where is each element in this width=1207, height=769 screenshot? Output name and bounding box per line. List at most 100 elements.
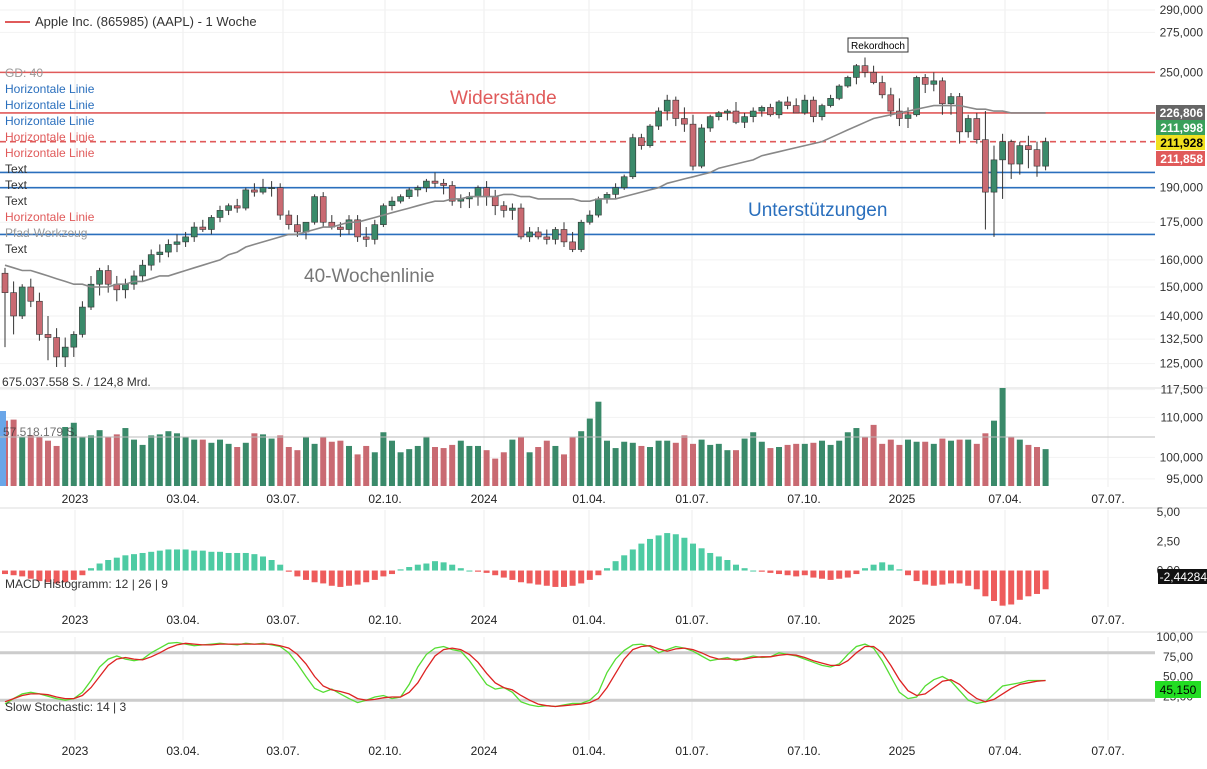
- macd-bar: [939, 570, 946, 585]
- macd-bar: [337, 570, 344, 587]
- macd-bar: [182, 549, 189, 571]
- macd-bar: [698, 548, 705, 571]
- candle-body: [500, 205, 508, 211]
- macd-bar: [862, 568, 868, 571]
- volume-bar: [423, 436, 430, 486]
- volume-bar: [586, 418, 593, 486]
- candle-body: [199, 226, 207, 230]
- volume-bar: [758, 441, 765, 486]
- macd-bar: [122, 555, 129, 571]
- candle-body: [560, 229, 568, 243]
- macd-bar: [870, 564, 877, 571]
- volume-bar: [672, 442, 679, 486]
- drawing-tool-label: Horizontale Linie: [5, 98, 95, 112]
- macd-bar: [844, 570, 851, 578]
- x-tick-label: 2023: [62, 492, 89, 506]
- volume-bar: [225, 443, 232, 486]
- macd-bar: [165, 549, 172, 571]
- volume-bar: [870, 424, 877, 486]
- x-tick-label: 03.07.: [266, 744, 299, 758]
- volume-bar: [819, 440, 825, 486]
- volume-bar: [948, 440, 954, 486]
- macd-bar: [406, 567, 413, 571]
- volume-bar: [698, 439, 705, 486]
- candle-body: [1025, 145, 1032, 150]
- candle-body: [405, 189, 413, 197]
- candle-body: [904, 114, 912, 119]
- macd-bar: [767, 570, 774, 573]
- macd-bar: [612, 561, 619, 571]
- macd-bar: [733, 564, 739, 571]
- macd-bar: [647, 538, 653, 571]
- volume-title: 675.037.558 S. / 124,8 Mrd.: [2, 375, 151, 389]
- volume-bar: [715, 443, 722, 486]
- candle-body: [165, 244, 172, 253]
- x-tick-label: 07.07.: [1091, 492, 1124, 506]
- y-tick-label: 125,000: [1160, 357, 1204, 371]
- price-badge-label: 211,928: [1160, 136, 1203, 150]
- volume-bar: [612, 448, 619, 486]
- x-tick-label: 01.04.: [572, 492, 605, 506]
- candle-body: [878, 82, 886, 96]
- volume-bar: [569, 437, 576, 486]
- macd-bar: [36, 570, 43, 582]
- drawing-tool-label: Horizontale Linie: [5, 210, 95, 224]
- volume-bar: [346, 445, 352, 486]
- candle-body: [259, 187, 267, 193]
- volume-bar: [939, 438, 946, 486]
- macd-badge-label: -2,44284: [1160, 570, 1207, 584]
- macd-bar: [251, 554, 258, 571]
- volume-bar: [70, 422, 77, 486]
- macd-bar: [707, 552, 714, 571]
- candle-body: [156, 251, 164, 255]
- volume-bar: [139, 444, 146, 486]
- volume-bar: [922, 441, 929, 486]
- y-tick-label: 95,000: [1166, 472, 1203, 486]
- macd-bar: [638, 543, 645, 571]
- volume-bar: [251, 433, 258, 486]
- macd-bar: [363, 570, 370, 583]
- macd-bar: [191, 550, 198, 571]
- volume-bar: [148, 435, 155, 486]
- macd-bar: [715, 556, 722, 571]
- volume-bar: [776, 447, 782, 486]
- drawing-tool-label: GD: 40: [5, 66, 43, 80]
- candle-body: [1, 272, 9, 293]
- macd-bar: [277, 564, 284, 571]
- volume-bar: [363, 445, 370, 486]
- macd-bar: [320, 570, 327, 584]
- y-tick-label: 250,000: [1160, 65, 1204, 79]
- volume-bar: [242, 442, 249, 486]
- candle-body: [749, 110, 757, 117]
- volume-bar: [853, 428, 860, 486]
- volume-subtitle: 57.518.179 S.: [3, 425, 78, 439]
- candle-body: [629, 137, 637, 178]
- candle-body: [18, 286, 26, 317]
- volume-bar: [509, 439, 516, 486]
- chart-title: Apple Inc. (865985) (AAPL) - 1 Woche: [35, 14, 257, 29]
- candle-body: [930, 80, 938, 85]
- candle-body: [1042, 141, 1049, 167]
- macd-bar: [346, 570, 352, 586]
- candle-body: [190, 226, 198, 238]
- volume-bar: [36, 436, 43, 486]
- volume-bar: [578, 431, 585, 486]
- macd-bar: [604, 568, 610, 571]
- volume-bar: [982, 433, 989, 486]
- volume-bar: [483, 450, 490, 486]
- candle-body: [397, 196, 404, 202]
- candle-body: [285, 214, 293, 225]
- x-tick-label: 01.07.: [675, 744, 708, 758]
- candle-body: [27, 286, 35, 302]
- volume-bar: [500, 452, 507, 486]
- macd-bar: [887, 564, 894, 571]
- volume-bar: [827, 444, 834, 486]
- volume-bar: [234, 447, 241, 486]
- x-tick-label: 02.10.: [368, 613, 401, 627]
- resistance-label: Widerstände: [450, 88, 557, 109]
- candle-body: [87, 283, 95, 308]
- macd-bar: [827, 570, 834, 580]
- volume-bar: [277, 435, 284, 486]
- candle-body: [526, 231, 533, 238]
